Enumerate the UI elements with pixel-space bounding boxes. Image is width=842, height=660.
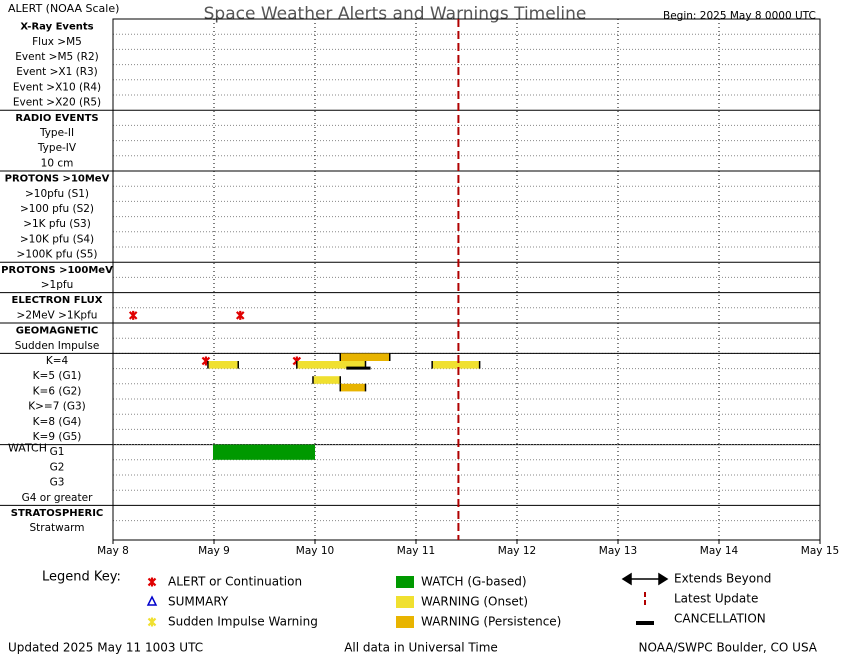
row-label: Flux >M5 xyxy=(32,36,82,48)
legend-label: SUMMARY xyxy=(168,595,229,609)
section-title: STRATOSPHERIC xyxy=(11,508,104,519)
row-label: Sudden Impulse xyxy=(15,340,100,352)
row-label: Event >M5 (R2) xyxy=(15,51,98,63)
cancellation-bar xyxy=(346,366,371,370)
row-label: Event >X10 (R4) xyxy=(13,81,101,93)
row-label: K=9 (G5) xyxy=(33,431,82,443)
row-label: >10K pfu (S4) xyxy=(20,233,94,245)
chart-title: Space Weather Alerts and Warnings Timeli… xyxy=(204,4,587,24)
legend-persistence xyxy=(396,616,414,628)
legend-title: Legend Key: xyxy=(42,570,121,585)
row-label: >100K pfu (S5) xyxy=(17,249,98,261)
legend-label: ALERT or Continuation xyxy=(168,575,302,589)
legend-label: Latest Update xyxy=(674,592,758,606)
alert-marker xyxy=(235,310,245,320)
footer-source: NOAA/SWPC Boulder, CO USA xyxy=(639,641,818,655)
x-tick-label: May 13 xyxy=(599,545,637,557)
section-title: PROTONS >10MeV xyxy=(5,174,110,185)
footer-updated: Updated 2025 May 11 1003 UTC xyxy=(8,641,203,655)
onset-bar xyxy=(432,361,480,369)
legend-label: Sudden Impulse Warning xyxy=(168,615,318,629)
row-label: 10 cm xyxy=(41,157,74,169)
legend-label: CANCELLATION xyxy=(674,612,766,626)
onset-bar xyxy=(207,361,239,369)
row-label: K>=7 (G3) xyxy=(28,401,86,413)
legend-label: WARNING (Persistence) xyxy=(421,615,561,629)
row-label: Event >X1 (R3) xyxy=(16,66,98,78)
row-label: K=5 (G1) xyxy=(33,370,82,382)
subtitle: ALERT (NOAA Scale) xyxy=(8,2,119,15)
row-label: Type-IV xyxy=(37,142,77,154)
persistence-bar xyxy=(340,383,366,392)
row-label: Stratwarm xyxy=(29,522,84,534)
x-tick-label: May 11 xyxy=(397,545,435,557)
legend-cancel xyxy=(636,621,654,625)
legend-arrow xyxy=(621,572,669,586)
row-label: >10pfu (S1) xyxy=(25,188,89,200)
row-label: K=6 (G2) xyxy=(33,385,82,397)
legend-si xyxy=(147,617,157,627)
section-title: X-Ray Events xyxy=(20,22,93,33)
onset-bar xyxy=(296,361,366,369)
legend-summary xyxy=(146,595,158,606)
row-label: G4 or greater xyxy=(22,492,93,504)
row-label: K=4 xyxy=(46,355,69,367)
row-label: Event >X20 (R5) xyxy=(13,97,101,109)
persistence-bar xyxy=(340,353,390,361)
begin-label: Begin: 2025 May 8 0000 UTC xyxy=(663,10,816,22)
legend-label: WARNING (Onset) xyxy=(421,595,528,609)
x-tick-label: May 9 xyxy=(198,545,230,557)
row-label: K=8 (G4) xyxy=(33,416,82,428)
watch-bar xyxy=(212,444,315,460)
row-label: G2 xyxy=(50,461,65,473)
legend-alert xyxy=(147,577,157,587)
row-label: Type-II xyxy=(39,127,74,139)
legend-label: WATCH (G-based) xyxy=(421,575,527,589)
row-label: G3 xyxy=(50,477,65,489)
section-title: ELECTRON FLUX xyxy=(12,295,103,306)
x-tick-label: May 12 xyxy=(498,545,536,557)
alert-marker xyxy=(128,310,138,320)
section-title: RADIO EVENTS xyxy=(15,113,98,124)
section-title: WATCH xyxy=(8,442,47,455)
x-tick-label: May 10 xyxy=(296,545,334,557)
row-label: >2MeV >1Kpfu xyxy=(17,309,98,321)
footer-time-note: All data in Universal Time xyxy=(344,641,498,655)
x-tick-label: May 15 xyxy=(801,545,839,557)
plot-frame xyxy=(112,18,821,541)
legend-onset xyxy=(396,596,414,608)
section-title: GEOMAGNETIC xyxy=(16,326,99,337)
x-tick-label: May 14 xyxy=(700,545,739,557)
onset-bar xyxy=(312,376,341,384)
x-tick-label: May 8 xyxy=(97,545,129,557)
section-title: PROTONS >100MeV xyxy=(1,265,113,276)
row-label: G1 xyxy=(50,446,65,458)
row-label: >100 pfu (S2) xyxy=(20,203,94,215)
legend-label: Extends Beyond xyxy=(674,572,771,586)
legend-watch xyxy=(396,576,414,588)
row-label: >1pfu xyxy=(41,279,74,291)
row-label: >1K pfu (S3) xyxy=(23,218,91,230)
